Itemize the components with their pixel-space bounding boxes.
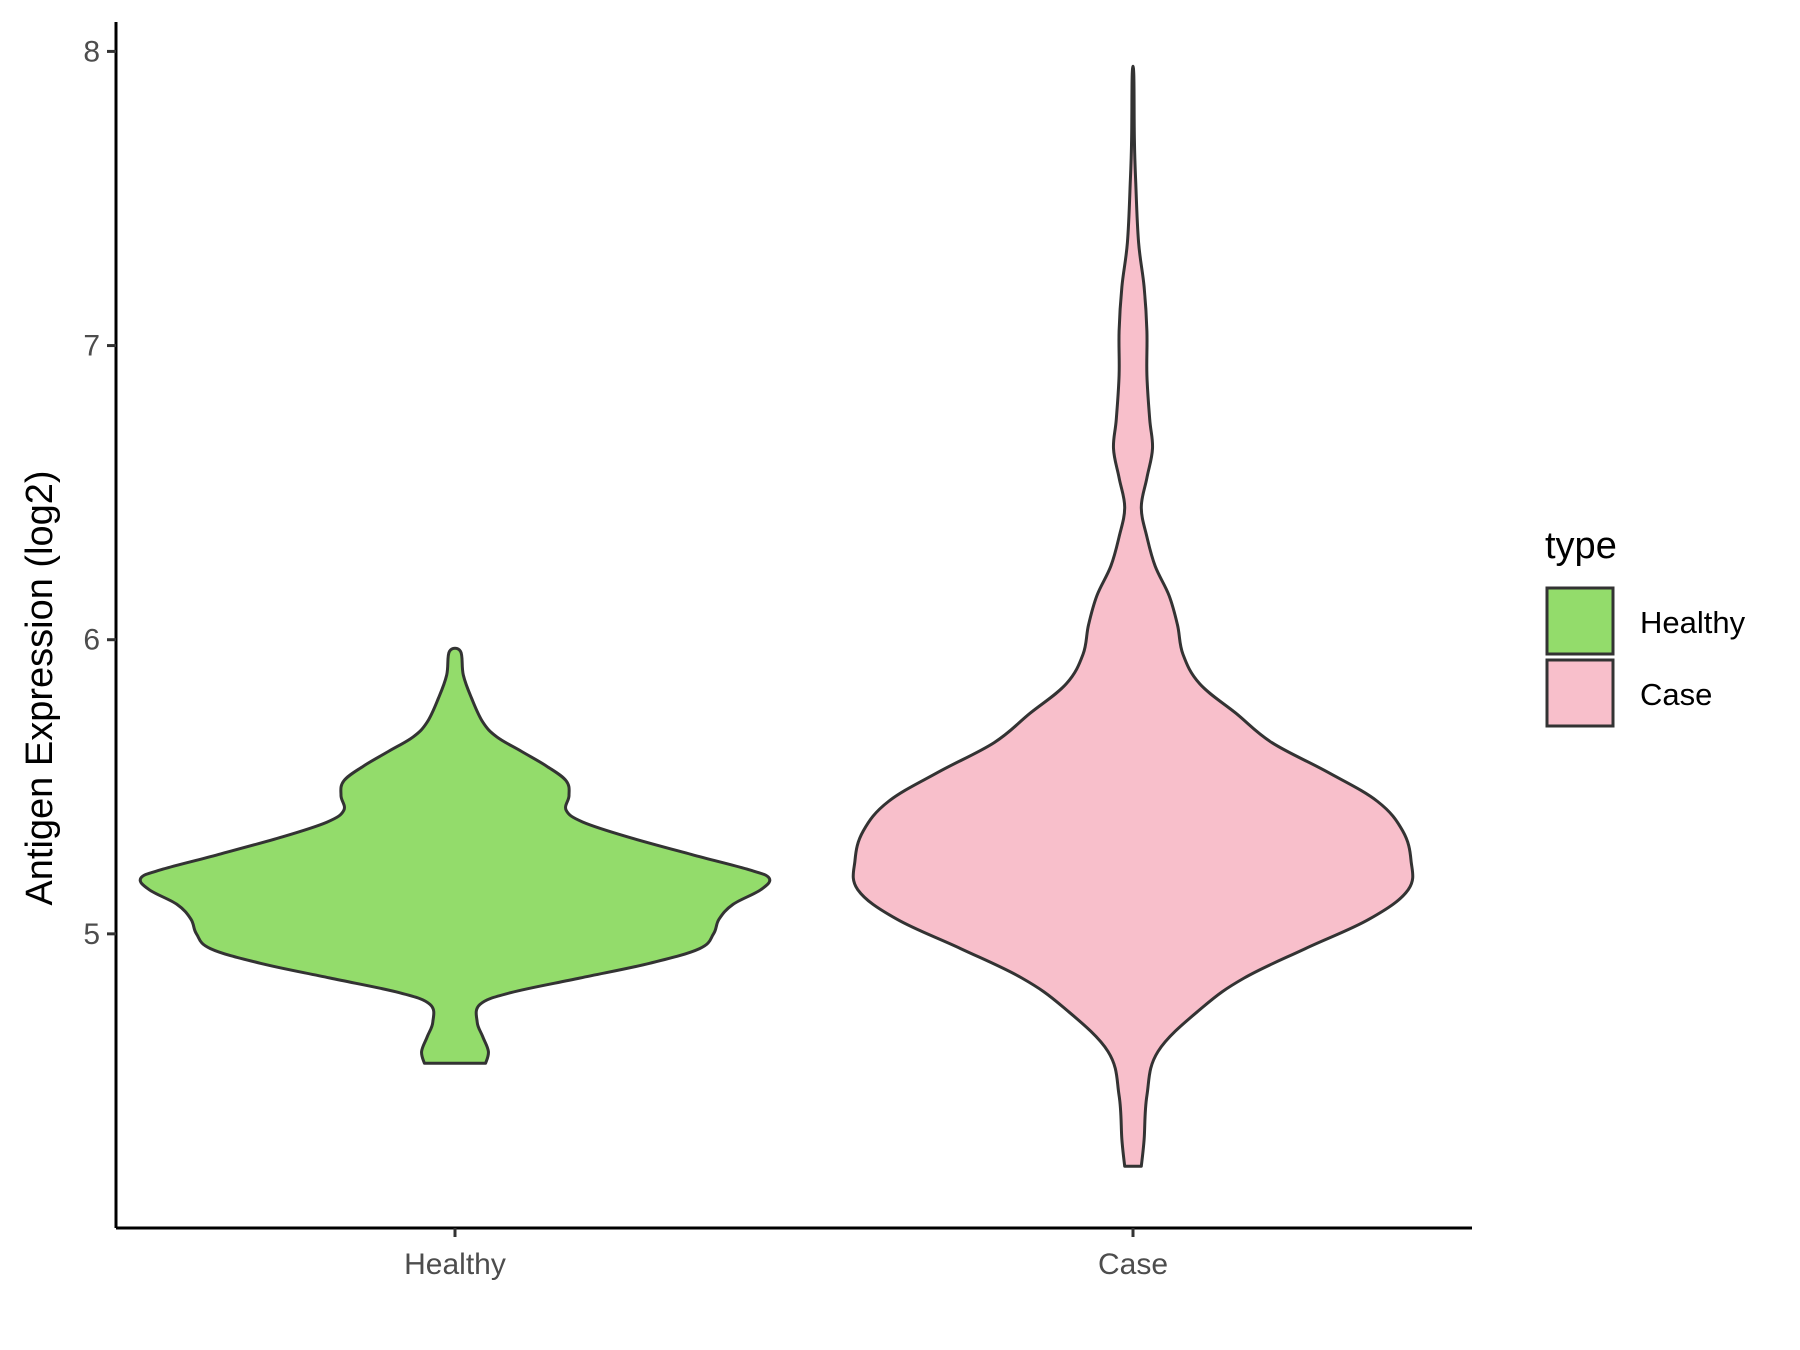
legend-label-case: Case bbox=[1640, 677, 1712, 712]
y-tick-label: 8 bbox=[83, 35, 100, 68]
y-tick-label: 7 bbox=[83, 330, 100, 363]
y-tick-label: 5 bbox=[83, 918, 100, 951]
x-axis: Healthy Case bbox=[116, 1226, 1472, 1281]
x-tick-label: Case bbox=[1098, 1248, 1168, 1281]
legend: type Healthy Case bbox=[1545, 525, 1746, 728]
legend-swatch-case bbox=[1545, 658, 1615, 728]
x-tick-label: Healthy bbox=[404, 1248, 506, 1281]
legend-swatch-healthy bbox=[1545, 586, 1615, 656]
violin-healthy bbox=[138, 646, 772, 1065]
legend-title: type bbox=[1545, 525, 1617, 567]
y-axis: 5 6 7 8 bbox=[83, 22, 118, 1228]
y-axis-title: Antigen Expression (log2) bbox=[19, 470, 61, 905]
legend-label-healthy: Healthy bbox=[1640, 605, 1746, 640]
violin-layer bbox=[138, 64, 1415, 1168]
violin-case bbox=[851, 64, 1415, 1168]
y-tick-label: 6 bbox=[83, 624, 100, 657]
